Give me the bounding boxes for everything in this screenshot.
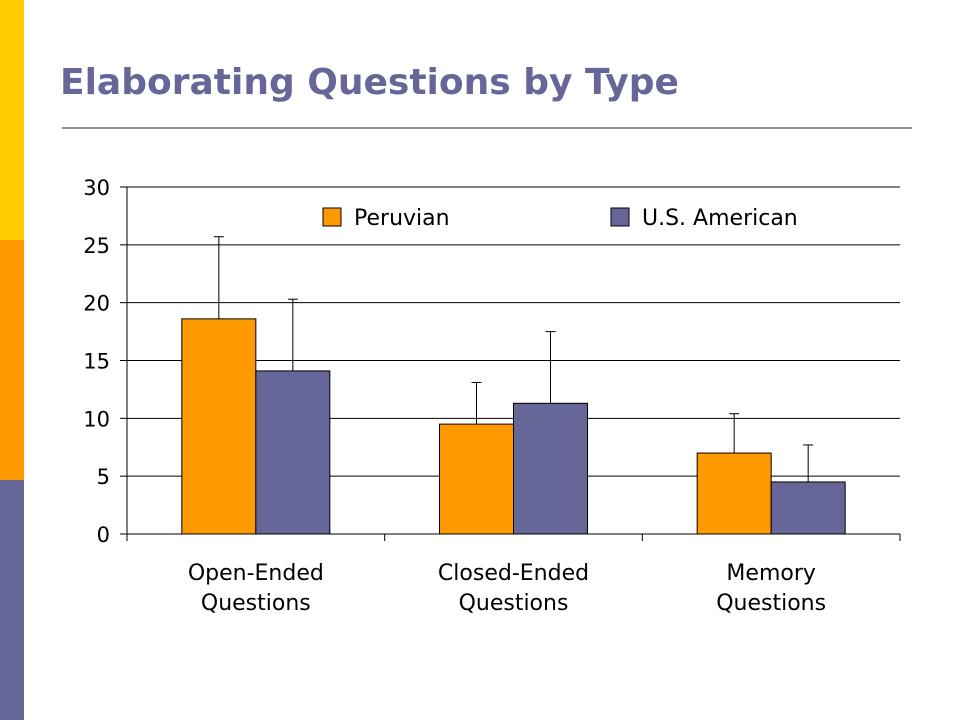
- x-category-label: Closed-Ended Questions: [438, 561, 589, 616]
- bar: [255, 370, 331, 535]
- y-tick-label: 10: [83, 407, 110, 431]
- legend-swatch: [610, 207, 630, 227]
- side-accent-bar: [0, 0, 24, 720]
- x-category-label: Memory Questions: [716, 561, 826, 616]
- bar: [181, 318, 257, 535]
- x-category-label: Open-Ended Questions: [188, 561, 324, 616]
- y-tick-label: 15: [83, 350, 110, 374]
- y-tick-label: 20: [83, 292, 110, 316]
- bar: [770, 481, 846, 535]
- legend-label: Peruvian: [354, 206, 450, 231]
- slide-title: Elaborating Questions by Type: [60, 62, 679, 103]
- bar: [439, 423, 514, 535]
- accent-segment-purple: [0, 480, 24, 720]
- accent-segment-orange: [0, 240, 24, 480]
- accent-segment-yellow: [0, 0, 24, 240]
- legend-swatch: [322, 207, 342, 227]
- bar: [513, 402, 588, 535]
- y-tick-label: 25: [83, 234, 110, 258]
- bar: [696, 452, 772, 535]
- y-tick-label: 5: [97, 465, 110, 489]
- legend-label: U.S. American: [642, 206, 798, 231]
- y-tick-label: 0: [97, 523, 110, 547]
- title-underline: [62, 127, 912, 129]
- y-tick-label: 30: [83, 176, 110, 200]
